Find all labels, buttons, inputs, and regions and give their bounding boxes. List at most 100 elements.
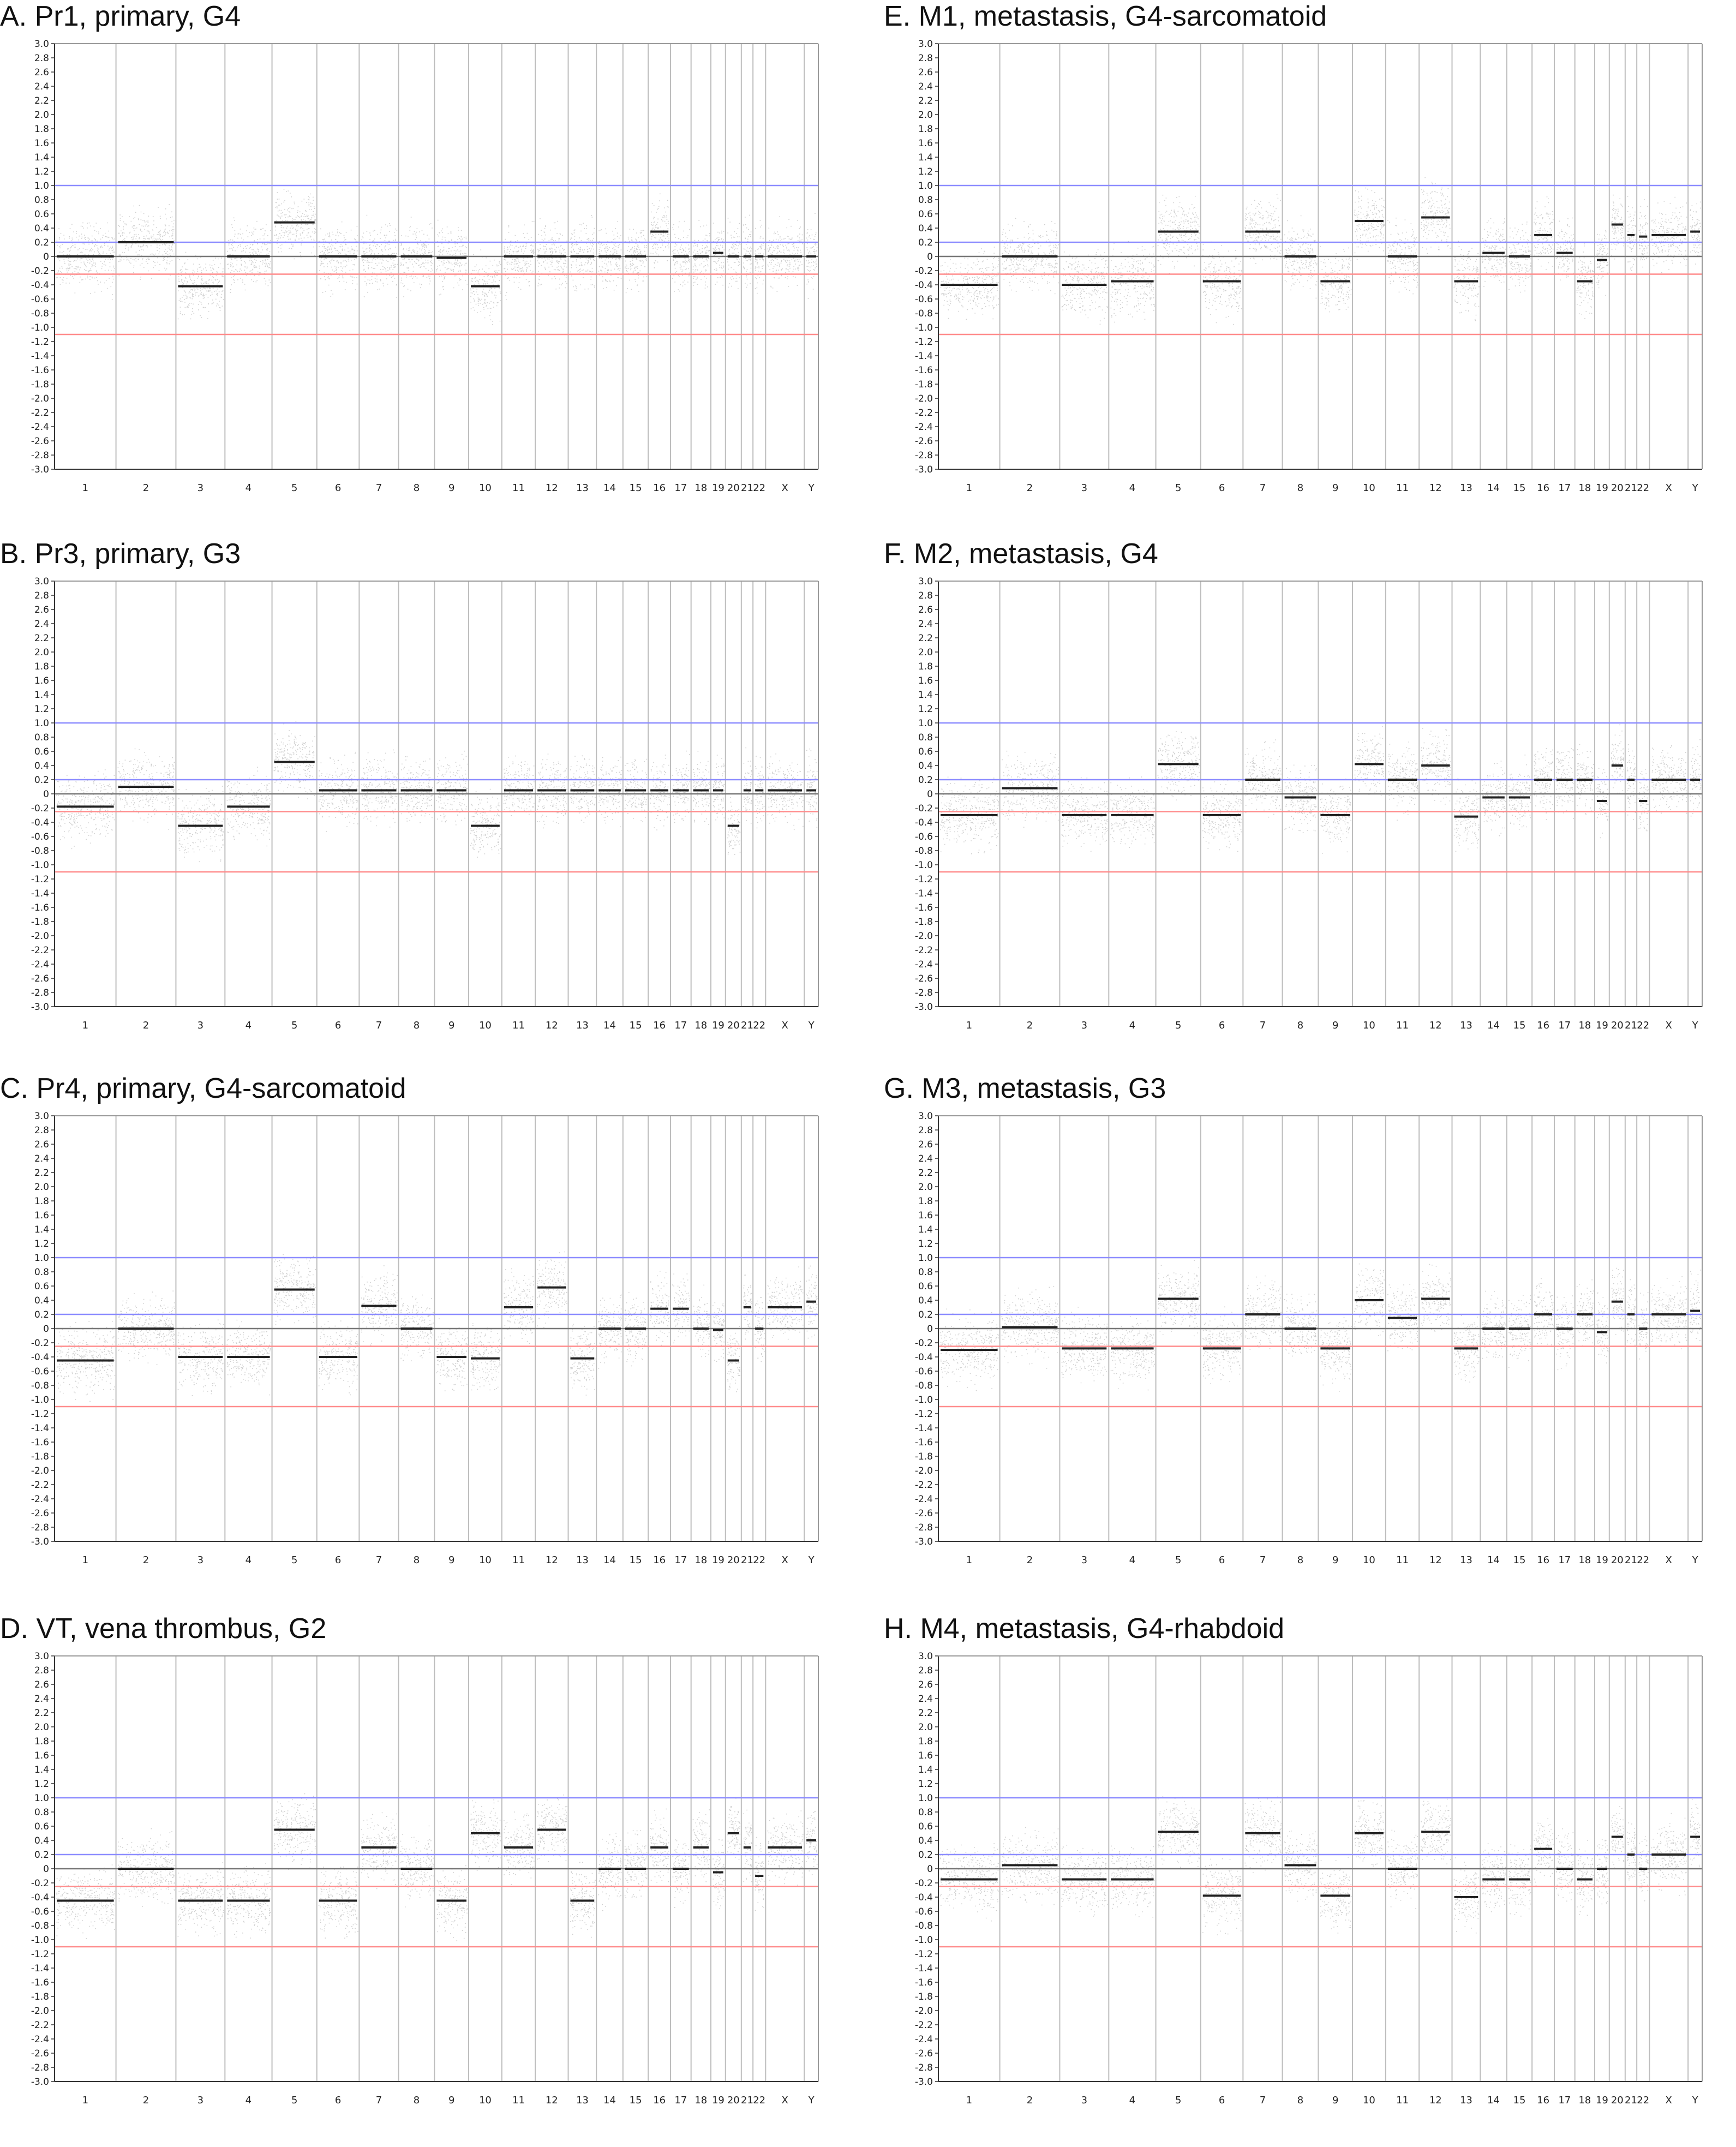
x-tick-label: 13 (576, 2095, 589, 2106)
y-tick-label: 0.6 (918, 1281, 933, 1292)
probe-points (940, 1260, 1702, 1392)
y-tick-label: 0.2 (34, 1850, 49, 1861)
y-tick-label: -0.6 (31, 1906, 49, 1917)
y-tick-label: -1.2 (31, 874, 49, 885)
y-tick-label: 2.2 (34, 633, 49, 644)
x-tick-label: 2 (1027, 1554, 1033, 1566)
y-tick-label: -0.4 (915, 280, 933, 291)
x-tick-label: 19 (712, 1020, 725, 1031)
y-tick-label: 1.2 (918, 166, 933, 177)
x-tick-label: 13 (1460, 2095, 1472, 2106)
x-tick-label: 16 (653, 482, 666, 494)
cnv-plot: 3.0 2.8 2.6 2.4 2.2 2.0 1.8 1.6 1.4 1.2 1.0 0.8 0.6 0… (31, 39, 819, 494)
y-tick-label: 1.6 (918, 1750, 933, 1761)
y-tick-label: 0.2 (918, 775, 933, 786)
y-tick-label: 1.6 (918, 138, 933, 149)
y-tick-label: 0 (927, 252, 933, 262)
x-tick-label: 3 (197, 482, 203, 494)
y-tick-label: 0.8 (918, 195, 933, 206)
y-tick-label: -1.2 (31, 1409, 49, 1420)
x-tick-label: 13 (1460, 1020, 1472, 1031)
y-tick-label: -0.6 (915, 294, 933, 305)
y-tick-label: 2.0 (918, 1722, 933, 1733)
y-tick-label: -2.2 (31, 1480, 49, 1491)
x-tick-label: 4 (1129, 482, 1135, 494)
y-tick-label: 2.4 (918, 619, 933, 630)
y-tick-label: -2.0 (31, 2006, 49, 2017)
y-tick-label: -2.4 (915, 2034, 933, 2045)
y-tick-label: -1.8 (915, 1451, 933, 1462)
x-tick-label: 3 (1081, 1554, 1087, 1566)
y-tick-label: 2.2 (34, 95, 49, 106)
y-tick-label: 0 (43, 1864, 49, 1875)
y-tick-label: -1.6 (915, 1437, 933, 1448)
y-tick-label: 1.4 (34, 1765, 49, 1775)
x-tick-label: 20 (727, 1020, 740, 1031)
x-tick-label: 16 (653, 2095, 666, 2106)
y-tick-label: -1.2 (31, 337, 49, 348)
y-tick-label: 2.0 (34, 1182, 49, 1193)
panel-f: F. M2, metastasis, G4 3.0 2.8 2.6 2.4 2.2 2.0… (884, 537, 1735, 1061)
y-tick-label: -2.2 (31, 945, 49, 956)
probe-cloud (56, 1251, 818, 1402)
x-tick-label: 15 (1513, 2095, 1526, 2106)
y-tick-label: 0.4 (34, 761, 49, 772)
panel-e: E. M1, metastasis, G4-sarcomatoid 3.0 2.8… (884, 0, 1735, 524)
y-tick-label: 0.6 (34, 1821, 49, 1832)
x-tick-label: 19 (1596, 1020, 1608, 1031)
y-tick-label: -1.8 (915, 1991, 933, 2002)
x-tick-label: 7 (376, 1554, 382, 1566)
x-tick-label: 21 (741, 2095, 753, 2106)
x-tick-label: 12 (546, 482, 558, 494)
y-tick-label: -2.8 (31, 450, 49, 461)
y-tick-label: -0.6 (915, 1906, 933, 1917)
x-tick-label: 11 (1396, 482, 1409, 494)
x-tick-label: 20 (1611, 2095, 1624, 2106)
x-tick-label: 13 (576, 1020, 589, 1031)
panel-b: B. Pr3, primary, G3 3.0 2.8 2.6 2.4 2.2 2.0 1.… (0, 537, 851, 1061)
x-tick-label: 1 (966, 482, 972, 494)
y-tick-label: -1.6 (915, 365, 933, 376)
x-tick-label: 9 (1332, 1020, 1338, 1031)
y-tick-label: 1.8 (34, 1736, 49, 1747)
x-tick-label: 7 (1260, 2095, 1266, 2106)
x-tick-label: 13 (1460, 482, 1472, 494)
y-tick-label: -2.0 (915, 2006, 933, 2017)
y-tick-label: 2.4 (34, 1694, 49, 1705)
y-tick-label: -1.8 (31, 1991, 49, 2002)
x-tick-label: 11 (1396, 1020, 1409, 1031)
x-tick-label: 15 (1513, 482, 1526, 494)
x-tick-label: 8 (1297, 1020, 1303, 1031)
x-tick-label: 17 (1558, 1554, 1571, 1566)
y-tick-label: 1.4 (918, 690, 933, 701)
x-tick-label: 21 (1625, 1554, 1637, 1566)
x-tick-label: 12 (1429, 1020, 1442, 1031)
x-tick-label: 10 (1363, 482, 1375, 494)
y-tick-label: 1.4 (34, 690, 49, 701)
y-tick-label: -1.8 (31, 1451, 49, 1462)
probe-cloud (56, 1793, 818, 1941)
x-tick-label: 11 (512, 1554, 525, 1566)
y-tick-label: 1.2 (918, 704, 933, 715)
x-tick-label: 19 (712, 482, 725, 494)
y-tick-label: 1.2 (34, 166, 49, 177)
x-tick-label: 15 (1513, 1020, 1526, 1031)
y-tick-label: 2.0 (34, 1722, 49, 1733)
x-tick-label: 1 (966, 1020, 972, 1031)
x-tick-label: 7 (1260, 482, 1266, 494)
x-tick-label: Y (1692, 1554, 1699, 1566)
x-tick-label: 22 (753, 2095, 765, 2106)
x-tick-label: 21 (741, 482, 753, 494)
x-tick-label: 3 (1081, 1020, 1087, 1031)
y-tick-label: -0.8 (31, 308, 49, 319)
x-tick-label: 1 (82, 2095, 88, 2106)
x-tick-label: 21 (1625, 482, 1637, 494)
x-tick-label: 2 (1027, 1020, 1033, 1031)
probe-cloud (940, 1260, 1702, 1392)
x-tick-label: 21 (741, 1554, 753, 1566)
x-tick-label: 7 (376, 1020, 382, 1031)
y-tick-label: 1.8 (34, 661, 49, 672)
y-tick-label: -2.4 (915, 422, 933, 433)
x-tick-label: 17 (674, 482, 687, 494)
y-tick-label: 1.8 (34, 1196, 49, 1207)
